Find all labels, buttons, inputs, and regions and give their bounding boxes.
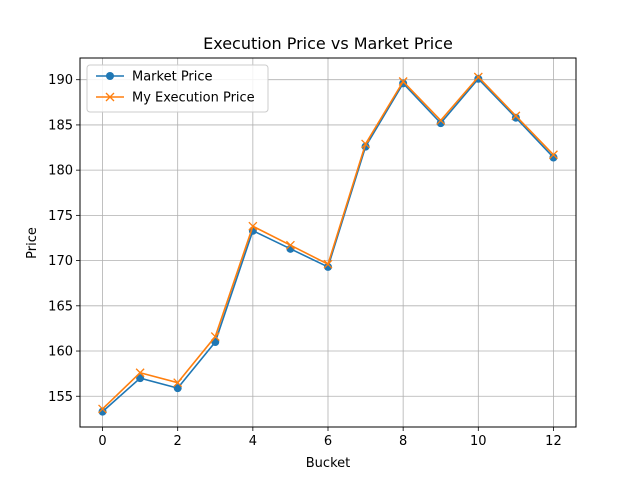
grid-lines: [80, 58, 576, 427]
legend-marker: [105, 92, 115, 102]
data-point-x-stroke-b: [548, 150, 558, 160]
series-2: [98, 72, 558, 414]
chart-title: Execution Price vs Market Price: [203, 34, 453, 53]
data-point-x: [548, 150, 558, 160]
data-point-x-stroke-b: [511, 111, 521, 121]
data-point-x: [98, 404, 108, 414]
legend-label: Market Price: [132, 70, 213, 85]
x-tick-label: 0: [98, 434, 106, 449]
data-point-x-stroke-b: [398, 77, 408, 86]
data-point-circle: [173, 384, 182, 393]
data-point-x: [361, 139, 371, 149]
legend-item: Market Price: [96, 70, 213, 85]
y-tick-label: 175: [48, 209, 73, 224]
data-point-x: [285, 240, 295, 250]
x-axis-label: Bucket: [306, 456, 350, 471]
series-layer: [98, 72, 558, 416]
data-point-x: [173, 378, 183, 388]
y-tick-label: 185: [48, 118, 73, 133]
axis-ticks: 0 2 4 6 8 10 12 155 160 165 170 175 180 185 190: [48, 73, 562, 449]
x-tick-label: 4: [249, 434, 257, 449]
data-point-x: [398, 77, 408, 86]
legend: Market Price My Execution Price: [86, 64, 269, 113]
data-point-circle: [98, 407, 107, 416]
y-tick-label: 190: [48, 73, 73, 88]
y-tick-label: 180: [48, 164, 73, 179]
legend-box: [86, 64, 269, 113]
data-point-circle: [511, 113, 520, 122]
data-point-x: [135, 368, 145, 378]
legend-item: My Execution Price: [96, 91, 255, 106]
data-point-x-stroke-b: [173, 378, 183, 388]
legend-marker-stroke-b: [105, 92, 115, 102]
y-tick-label: 170: [48, 254, 73, 269]
data-point-x-stroke-b: [361, 139, 371, 149]
data-point-x: [436, 115, 446, 125]
data-point-x-stroke-b: [98, 404, 108, 414]
data-point-x-stroke-b: [210, 332, 220, 342]
x-tick-label: 6: [324, 434, 332, 449]
legend-marker: [106, 72, 114, 80]
data-point-x-stroke-b: [285, 240, 295, 250]
y-tick-label: 165: [48, 299, 73, 314]
y-tick-label: 160: [48, 345, 73, 360]
y-tick-label: 155: [48, 390, 73, 405]
data-point-x-stroke-b: [135, 368, 145, 378]
data-point-circle: [474, 74, 483, 83]
data-point-x: [248, 221, 258, 231]
data-point-x: [210, 332, 220, 342]
data-point-x: [473, 72, 483, 82]
data-point-circle: [436, 119, 445, 128]
data-point-x: [511, 111, 521, 121]
data-point-x-stroke-b: [248, 221, 258, 231]
y-axis-label: Price: [25, 227, 40, 259]
x-tick-label: 10: [470, 434, 487, 449]
x-tick-label: 12: [545, 434, 562, 449]
data-point-circle: [549, 153, 558, 162]
legend-label: My Execution Price: [132, 91, 255, 106]
data-point-circle: [324, 262, 332, 271]
x-tick-label: 8: [399, 434, 407, 449]
data-point-x-stroke-b: [436, 115, 446, 125]
data-point-circle: [136, 374, 145, 383]
data-point-x-stroke-b: [323, 259, 333, 269]
data-point-x-stroke-b: [473, 72, 483, 82]
data-point-x: [323, 259, 333, 269]
x-tick-label: 2: [174, 434, 182, 449]
